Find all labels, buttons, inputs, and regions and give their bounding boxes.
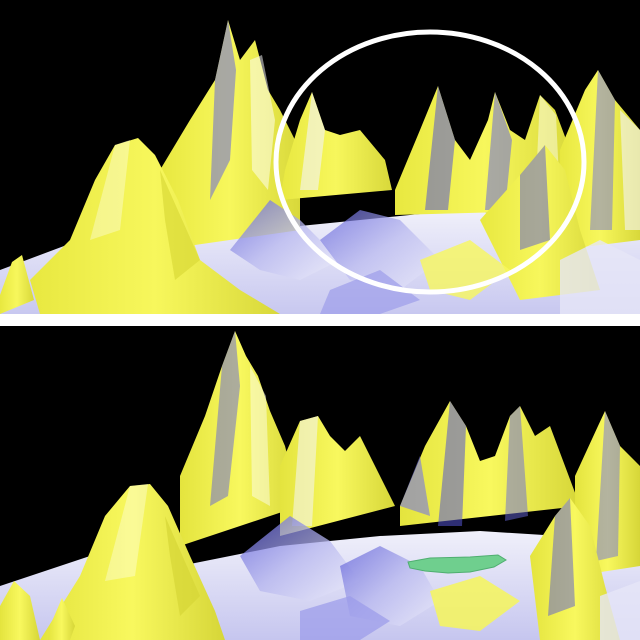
highlight-circle: [273, 29, 587, 295]
green-lake-overlay: [407, 554, 507, 574]
top-terrain-render: [0, 20, 640, 314]
panel-separator: [0, 314, 640, 326]
bottom-terrain-panel: [0, 326, 640, 640]
top-terrain-panel: [0, 0, 640, 314]
bottom-terrain-render: [0, 331, 640, 640]
